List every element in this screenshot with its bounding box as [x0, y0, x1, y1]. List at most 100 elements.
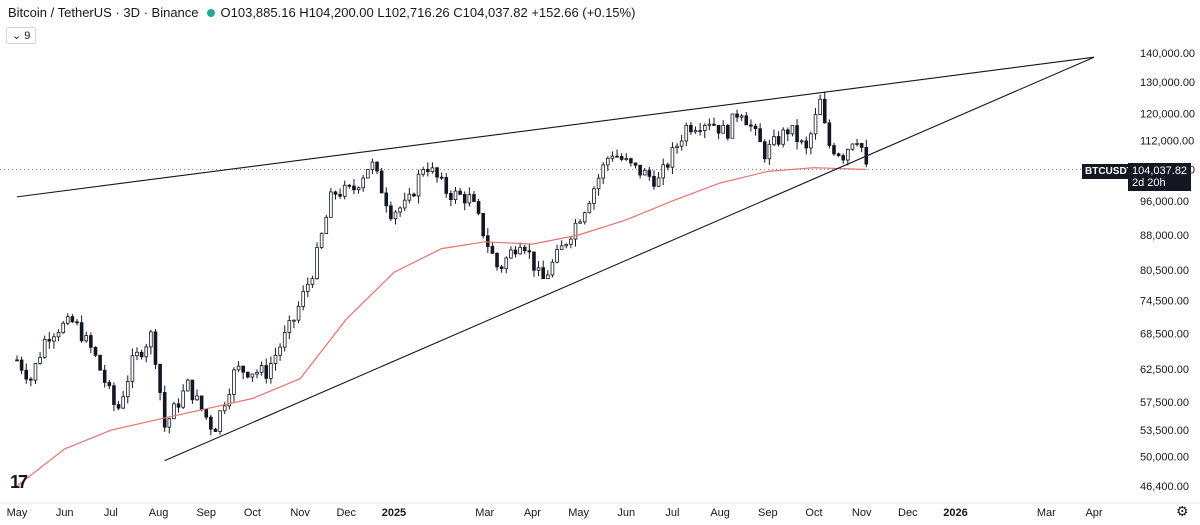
candle-body: [181, 390, 185, 408]
candle-body: [15, 359, 19, 362]
x-axis-label: Dec: [898, 507, 918, 519]
candle-body: [384, 192, 389, 207]
indicator-toggle[interactable]: ⌄ 9: [6, 27, 37, 44]
trendline: [164, 56, 1095, 462]
candle-body: [89, 335, 93, 348]
candle-body: [758, 128, 762, 143]
candle-body: [822, 98, 827, 124]
candle-body: [541, 267, 545, 280]
x-axis-label: Sep: [196, 507, 216, 519]
x-axis-label: Jul: [665, 507, 679, 519]
y-axis-label: 57,500.00: [1140, 397, 1189, 409]
candle-body: [684, 124, 689, 142]
candle-body: [402, 199, 407, 209]
candle-body: [250, 373, 255, 378]
x-axis-label: Jul: [104, 507, 118, 519]
candle-body: [499, 266, 504, 270]
candle-body: [596, 177, 601, 190]
candle-body: [98, 354, 102, 371]
candle-body: [375, 161, 379, 172]
tradingview-logo-icon[interactable]: 17: [10, 472, 28, 492]
moving-average-line: [16, 167, 867, 487]
y-axis-label: 130,000.00: [1140, 77, 1195, 89]
candle-body: [439, 176, 444, 179]
y-axis-label: 62,500.00: [1140, 364, 1189, 376]
candle-body: [753, 125, 758, 130]
candle-body: [176, 403, 181, 408]
candle-body: [227, 394, 232, 407]
candle-body: [490, 246, 495, 254]
candle-body: [495, 252, 499, 268]
candle-body: [472, 194, 476, 202]
candle-body: [832, 145, 836, 155]
candle-body: [305, 283, 310, 292]
candle-body: [52, 336, 56, 342]
candle-body: [809, 133, 813, 149]
candle-body: [361, 177, 365, 189]
candle-body: [786, 129, 790, 135]
candle-body: [730, 113, 735, 139]
market-status-icon: [206, 8, 215, 17]
candle-body: [33, 363, 38, 381]
candle-body: [407, 193, 412, 201]
x-axis-label: Mar: [475, 507, 494, 519]
candle-body: [836, 153, 841, 156]
candle-body: [65, 316, 70, 324]
candle-body: [222, 405, 227, 412]
candle-body: [689, 124, 693, 133]
x-axis-label: Dec: [336, 507, 356, 519]
candle-body: [855, 143, 859, 145]
candle-body: [116, 404, 121, 409]
symbol-title[interactable]: Bitcoin / TetherUS · 3D · Binance: [8, 5, 199, 20]
candle-body: [813, 114, 818, 135]
candle-body: [546, 274, 550, 280]
candle-body: [315, 247, 319, 280]
candle-body: [481, 212, 485, 237]
candle-body: [582, 212, 587, 223]
candle-body: [532, 251, 536, 271]
candle-body: [629, 158, 633, 164]
candle-body: [859, 143, 864, 148]
candle-body: [841, 155, 846, 161]
candle-body: [356, 187, 361, 191]
candle-body: [398, 207, 402, 213]
y-axis-label: 74,500.00: [1140, 295, 1189, 307]
candle-body: [762, 141, 767, 160]
candle-body: [425, 169, 430, 172]
candle-body: [739, 115, 744, 118]
y-axis-label: 140,000.00: [1140, 48, 1195, 60]
gear-icon[interactable]: ⚙: [1176, 503, 1189, 519]
y-axis-label: 80,500.00: [1140, 265, 1189, 277]
y-axis-label: 96,000.00: [1140, 196, 1189, 208]
candle-body: [527, 250, 532, 253]
candle-body: [47, 339, 52, 342]
y-axis-label: 53,500.00: [1140, 425, 1189, 437]
candle-body: [444, 177, 449, 194]
candle-body: [702, 124, 707, 131]
candle-body: [347, 184, 352, 187]
candle-body: [393, 211, 398, 220]
candle-body: [379, 170, 384, 194]
candle-body: [513, 249, 518, 255]
candle-body: [449, 192, 453, 200]
candle-body: [767, 143, 772, 160]
candle-body: [292, 319, 296, 322]
candle-body: [29, 378, 33, 381]
x-axis-label: Nov: [852, 507, 872, 519]
x-axis-label: May: [568, 507, 589, 519]
candle-body: [282, 332, 287, 348]
candle-body: [587, 202, 592, 214]
candle-body: [712, 123, 716, 126]
candle-body: [153, 331, 158, 365]
candle-body: [389, 205, 393, 220]
bar-countdown: 2d 20h: [1132, 177, 1166, 189]
candle-body: [278, 346, 282, 356]
candle-body: [38, 356, 42, 364]
candle-body: [850, 143, 855, 150]
x-axis-label: Aug: [710, 507, 730, 519]
candle-body: [370, 161, 375, 170]
candle-body: [107, 382, 112, 387]
candle-body: [162, 392, 167, 428]
candle-body: [435, 167, 439, 178]
